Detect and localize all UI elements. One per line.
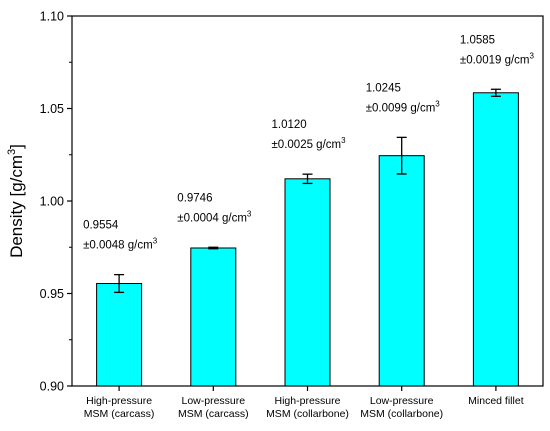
x-category-label-line1: Low-pressure [370,395,434,407]
data-label-superscript: 3 [435,99,440,108]
y-axis-title: Density [g/cm3] [6,144,26,258]
bar [190,247,237,387]
y-title-sup: 3 [6,149,18,155]
data-label-value: 1.0120 [272,119,307,131]
data-label-error: ±0.0004 g/cm3 [177,209,252,224]
data-label-value: 1.0585 [460,34,495,46]
bar [378,155,425,387]
error-bars [114,88,501,294]
data-label-error: ±0.0099 g/cm3 [366,99,441,114]
data-label-superscript: 3 [341,136,346,145]
data-label-superscript: 3 [247,209,252,218]
y-tick-label: 0.95 [40,287,64,301]
x-category-label-line2: MSM (carcass) [178,408,249,420]
x-category-label-line2: MSM (carcass) [84,408,155,420]
y-tick-label: 0.90 [40,380,64,394]
x-category-label-line2: MSM (collarbone) [360,408,443,420]
data-labels: 0.9554 ±0.0048 g/cm3 0.9746 ±0.0004 g/cm3 1.… [83,34,534,251]
bar [284,178,331,387]
data-label-value: 1.0245 [366,82,401,94]
bar [96,283,143,387]
x-category-label-line1: High-pressure [275,395,341,407]
x-category-label-line1: Minced fillet [468,395,524,407]
bars [96,92,519,387]
bar [472,92,519,387]
y-title-main: Density [g/cm [7,155,26,258]
data-label-error: ±0.0048 g/cm3 [83,237,158,252]
data-label-error: ±0.0025 g/cm3 [272,136,347,151]
data-label-value: 0.9554 [83,220,119,232]
y-tick-label: 1.10 [40,10,64,24]
x-category-label-line2: MSM (collarbone) [266,408,349,420]
x-category-label-line1: High-pressure [86,395,152,407]
data-label-error: ±0.0019 g/cm3 [460,51,535,66]
y-axis-ticks: 0.90 0.95 1.00 1.05 1.10 [40,10,72,394]
y-title-end: ] [7,144,26,149]
x-category-label-line1: Low-pressure [181,395,245,407]
y-tick-label: 1.00 [40,195,64,209]
data-label-value: 0.9746 [177,192,212,204]
data-label-superscript: 3 [153,237,158,246]
data-label-superscript: 3 [530,51,535,60]
y-tick-label: 1.05 [40,102,64,116]
